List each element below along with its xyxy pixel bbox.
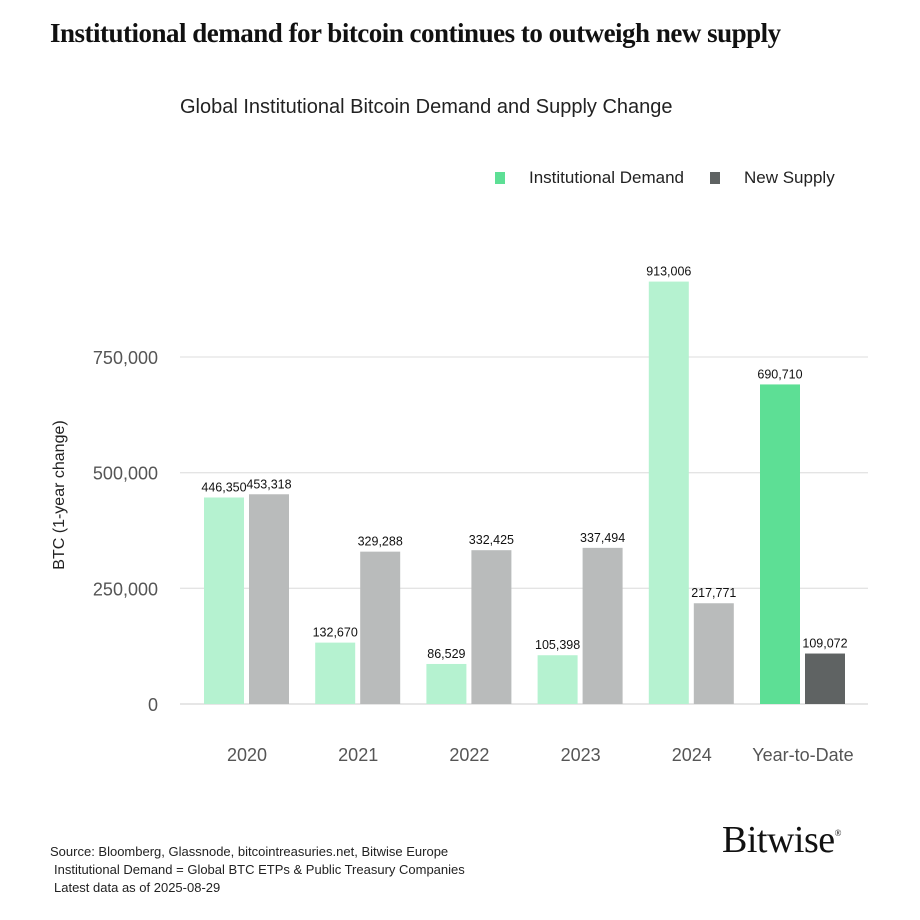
x-tick-label: 2024 [672, 745, 712, 765]
x-tick-label: 2020 [227, 745, 267, 765]
bar-supply [360, 551, 401, 704]
y-tick-label: 500,000 [93, 464, 158, 484]
chart-title: Global Institutional Bitcoin Demand and … [180, 96, 673, 118]
bar-supply [582, 547, 623, 704]
definition-note: Institutional Demand = Global BTC ETPs &… [54, 862, 465, 877]
data-label: 86,529 [427, 647, 465, 661]
headline: Institutional demand for bitcoin continu… [50, 18, 781, 48]
x-tick-label: 2022 [449, 745, 489, 765]
data-label: 446,350 [201, 480, 246, 494]
bar-supply [805, 653, 845, 704]
bar-demand [204, 497, 244, 704]
legend-label-demand: Institutional Demand [529, 168, 684, 187]
y-axis-label: BTC (1-year change) [51, 420, 68, 569]
bar-demand [648, 281, 689, 704]
data-label: 337,494 [580, 531, 625, 545]
y-tick-label: 750,000 [93, 348, 158, 368]
data-label: 217,771 [691, 586, 736, 600]
y-tick-label: 0 [148, 695, 158, 715]
data-label: 332,425 [469, 533, 514, 547]
x-tick-label: 2023 [561, 745, 601, 765]
y-tick-label: 250,000 [93, 579, 158, 599]
bar-supply [249, 494, 289, 704]
legend-label-supply: New Supply [743, 168, 835, 187]
x-tick-label: 2021 [338, 745, 378, 765]
data-label: 109,072 [802, 637, 847, 651]
data-label: 329,288 [358, 535, 403, 549]
source-note: Source: Bloomberg, Glassnode, bitcointre… [50, 844, 449, 859]
bar-supply [693, 603, 734, 704]
legend-swatch-supply [709, 172, 720, 184]
bar-supply [471, 550, 512, 704]
bar-demand [760, 384, 800, 704]
data-label: 453,318 [246, 477, 291, 491]
footer: Source: Bloomberg, Glassnode, bitcointre… [50, 843, 465, 897]
legend-swatch-demand [495, 172, 505, 184]
data-label: 690,710 [757, 367, 802, 381]
data-label: 913,006 [646, 265, 691, 279]
bar-demand [537, 655, 578, 704]
legend: Institutional Demand New Supply [495, 168, 835, 188]
date-note: Latest data as of 2025-08-29 [54, 880, 221, 895]
bar-demand [426, 663, 467, 704]
bar-demand [315, 642, 356, 704]
bitwise-logo: Bitwise® [722, 819, 841, 861]
data-label: 105,398 [535, 638, 580, 652]
x-tick-label: Year-to-Date [752, 745, 853, 765]
data-label: 132,670 [313, 626, 358, 640]
